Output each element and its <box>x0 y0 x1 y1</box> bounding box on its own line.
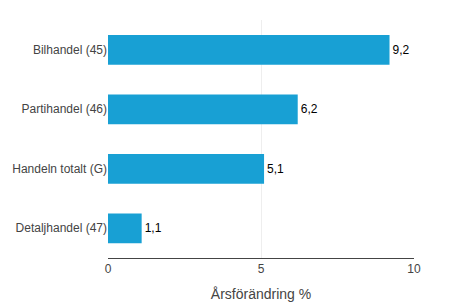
svg-text:Partihandel (46): Partihandel (46) <box>22 102 107 116</box>
svg-text:Handeln totalt (G): Handeln totalt (G) <box>12 162 107 176</box>
svg-text:0: 0 <box>105 262 112 276</box>
svg-text:Bilhandel (45): Bilhandel (45) <box>33 43 107 57</box>
svg-text:6,2: 6,2 <box>301 102 318 116</box>
svg-text:5: 5 <box>258 262 265 276</box>
svg-text:10: 10 <box>407 262 421 276</box>
svg-text:5,1: 5,1 <box>267 162 284 176</box>
svg-text:Årsförändring %: Årsförändring % <box>211 286 311 302</box>
svg-text:9,2: 9,2 <box>393 43 410 57</box>
svg-text:1,1: 1,1 <box>145 221 162 235</box>
svg-text:Detaljhandel (47): Detaljhandel (47) <box>16 221 107 235</box>
